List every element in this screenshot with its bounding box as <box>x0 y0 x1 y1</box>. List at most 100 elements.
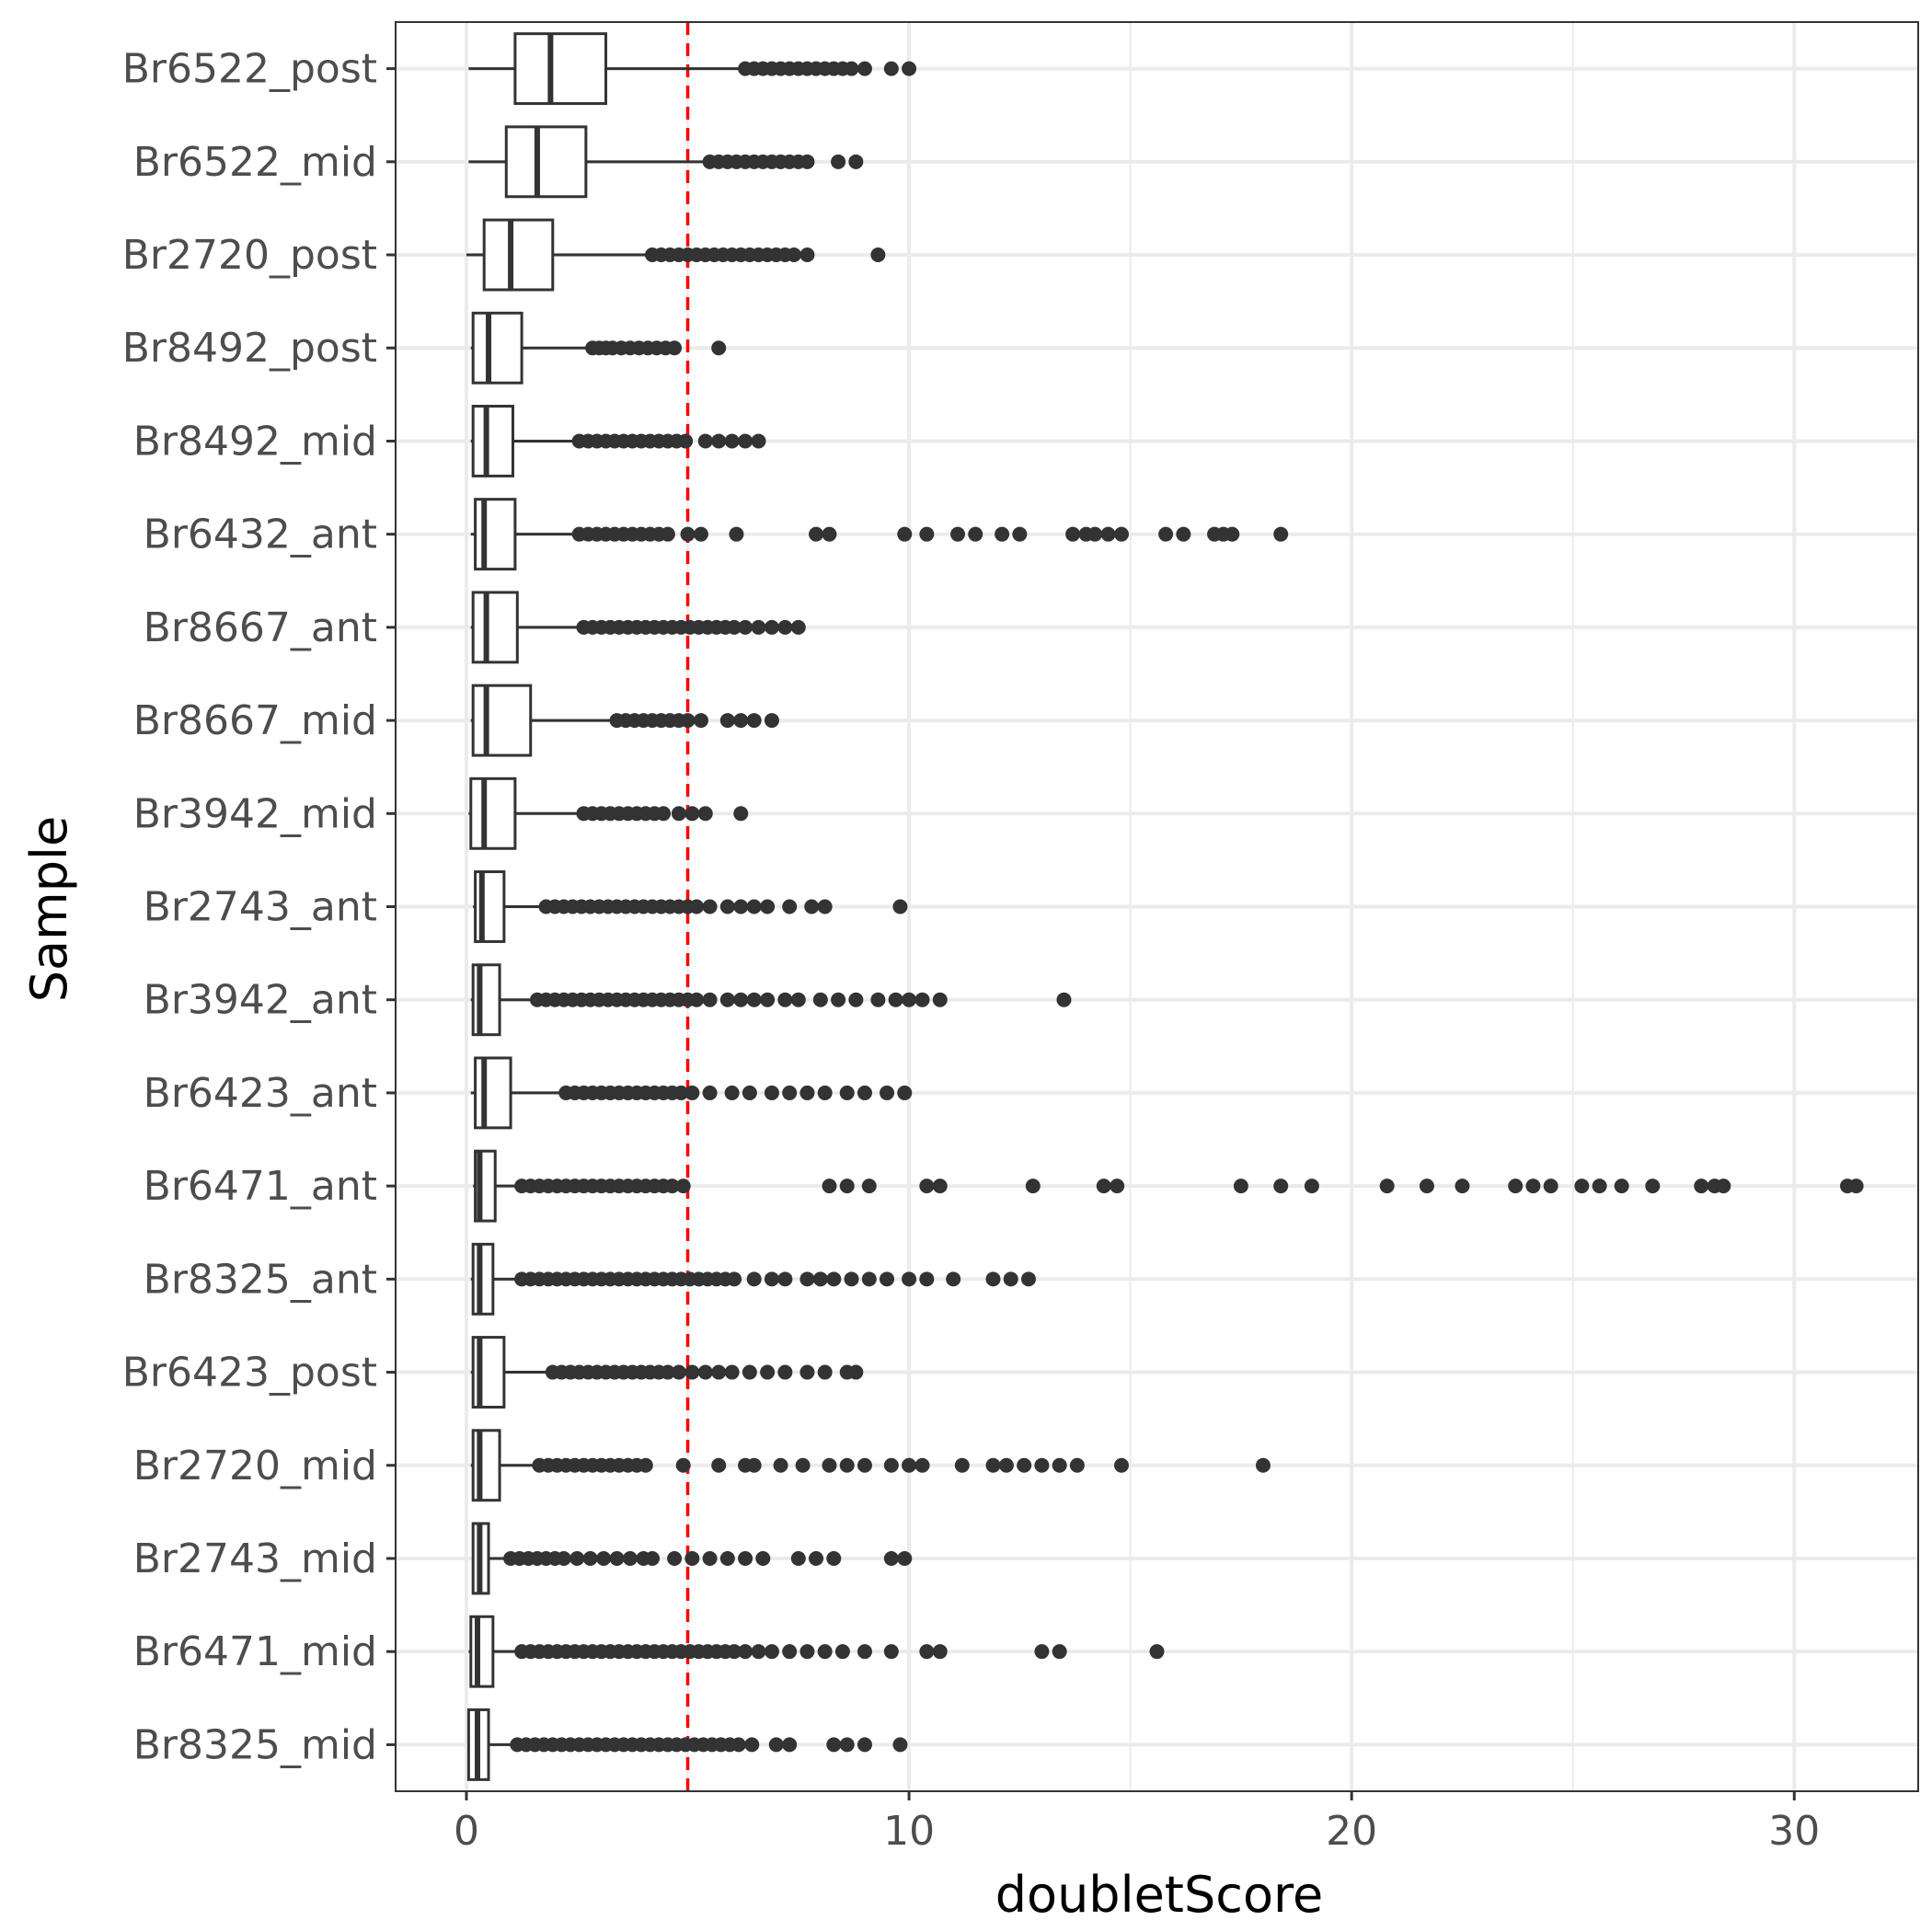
outlier-point <box>1100 526 1116 542</box>
outlier-point <box>738 619 753 635</box>
outlier-point <box>804 899 820 914</box>
outlier-point <box>719 899 735 914</box>
outlier-point <box>622 1550 638 1566</box>
outlier-point <box>932 992 948 1007</box>
outlier-point <box>746 899 762 914</box>
outlier-point <box>733 806 749 822</box>
outlier-point <box>724 1085 740 1100</box>
outlier-point <box>733 992 749 1007</box>
outlier-point <box>689 899 705 914</box>
outlier-point <box>902 61 917 76</box>
outlier-point <box>812 992 828 1007</box>
outlier-point <box>678 433 694 449</box>
outlier-point <box>711 1457 727 1473</box>
outlier-point <box>689 992 705 1007</box>
y-tick-label: Br3942_ant <box>144 977 377 1024</box>
outlier-point <box>727 619 742 635</box>
outlier-point <box>1614 1179 1629 1194</box>
outlier-point <box>746 1457 762 1473</box>
outlier-point <box>831 992 846 1007</box>
iqr-box <box>513 32 608 106</box>
outlier-point <box>680 526 696 542</box>
outlier-point <box>744 1737 760 1753</box>
outlier-point <box>799 1085 815 1100</box>
outlier-point <box>817 1085 833 1100</box>
outlier-point <box>733 713 749 729</box>
outlier-point <box>782 1737 798 1753</box>
y-tick-label: Br2743_mid <box>133 1535 377 1582</box>
outlier-point <box>786 247 801 263</box>
outlier-point <box>817 899 833 914</box>
outlier-point <box>711 1364 727 1380</box>
outlier-point <box>799 1271 815 1287</box>
y-tick-label: Br2720_mid <box>133 1443 377 1489</box>
outlier-point <box>1273 1179 1289 1194</box>
outlier-point <box>684 1364 700 1380</box>
outlier-point <box>870 992 886 1007</box>
outlier-point <box>834 1644 850 1660</box>
outlier-point <box>968 526 983 542</box>
outlier-point <box>883 1457 899 1473</box>
box-Br2720_mid <box>470 1429 1271 1502</box>
box-Br6522_post <box>468 32 917 106</box>
outlier-point <box>822 526 837 542</box>
outlier-point <box>839 1457 855 1473</box>
outlier-point <box>1017 1457 1032 1473</box>
y-tick-label: Br6423_ant <box>144 1070 377 1117</box>
outlier-point <box>1065 526 1081 542</box>
outlier-point <box>782 899 798 914</box>
outlier-point <box>946 1271 961 1287</box>
outlier-point <box>764 619 779 635</box>
outlier-point <box>883 61 899 76</box>
box-Br8667_ant <box>470 591 806 664</box>
outlier-point <box>1020 1271 1036 1287</box>
outlier-point <box>777 992 793 1007</box>
outlier-point <box>861 1179 877 1194</box>
iqr-box <box>474 498 517 571</box>
iqr-box <box>471 404 514 477</box>
outlier-point <box>773 1457 788 1473</box>
outlier-point <box>817 1644 833 1660</box>
outlier-point <box>730 1737 746 1753</box>
outlier-point <box>998 1457 1014 1473</box>
outlier-point <box>693 713 708 729</box>
outlier-point <box>727 1271 742 1287</box>
box-Br6522_mid <box>468 125 864 199</box>
outlier-point <box>1149 1644 1165 1660</box>
outlier-point <box>675 1179 691 1194</box>
outlier-point <box>790 1550 806 1566</box>
outlier-point <box>1158 526 1174 542</box>
outlier-point <box>1114 1457 1130 1473</box>
y-tick-label: Br8325_ant <box>144 1256 377 1303</box>
outlier-point <box>822 1457 837 1473</box>
outlier-point <box>1694 1179 1709 1194</box>
outlier-point <box>702 899 718 914</box>
outlier-point <box>883 1550 899 1566</box>
outlier-point <box>556 1550 571 1566</box>
outlier-point <box>675 1457 691 1473</box>
y-tick-label: Br6522_post <box>122 46 377 93</box>
y-tick-label: Br8325_mid <box>133 1721 377 1768</box>
outlier-point <box>729 526 744 542</box>
outlier-point <box>777 619 793 635</box>
outlier-point <box>848 1364 864 1380</box>
iqr-box <box>471 591 519 664</box>
y-tick-label: Br8667_ant <box>144 604 377 651</box>
box-Br6471_mid <box>468 1615 1165 1688</box>
outlier-point <box>897 1550 913 1566</box>
outlier-point <box>844 61 859 76</box>
outlier-point <box>919 1179 935 1194</box>
x-tick-label: 0 <box>454 1808 479 1855</box>
outlier-point <box>764 1085 779 1100</box>
outlier-point <box>892 899 908 914</box>
outlier-point <box>711 433 727 449</box>
outlier-point <box>702 1550 718 1566</box>
outlier-point <box>751 433 766 449</box>
outlier-point <box>1056 992 1072 1007</box>
outlier-point <box>809 526 824 542</box>
outlier-point <box>738 1644 753 1660</box>
outlier-point <box>1003 1271 1018 1287</box>
outlier-point <box>1233 1179 1248 1194</box>
outlier-point <box>697 1364 713 1380</box>
outlier-point <box>817 1364 833 1380</box>
